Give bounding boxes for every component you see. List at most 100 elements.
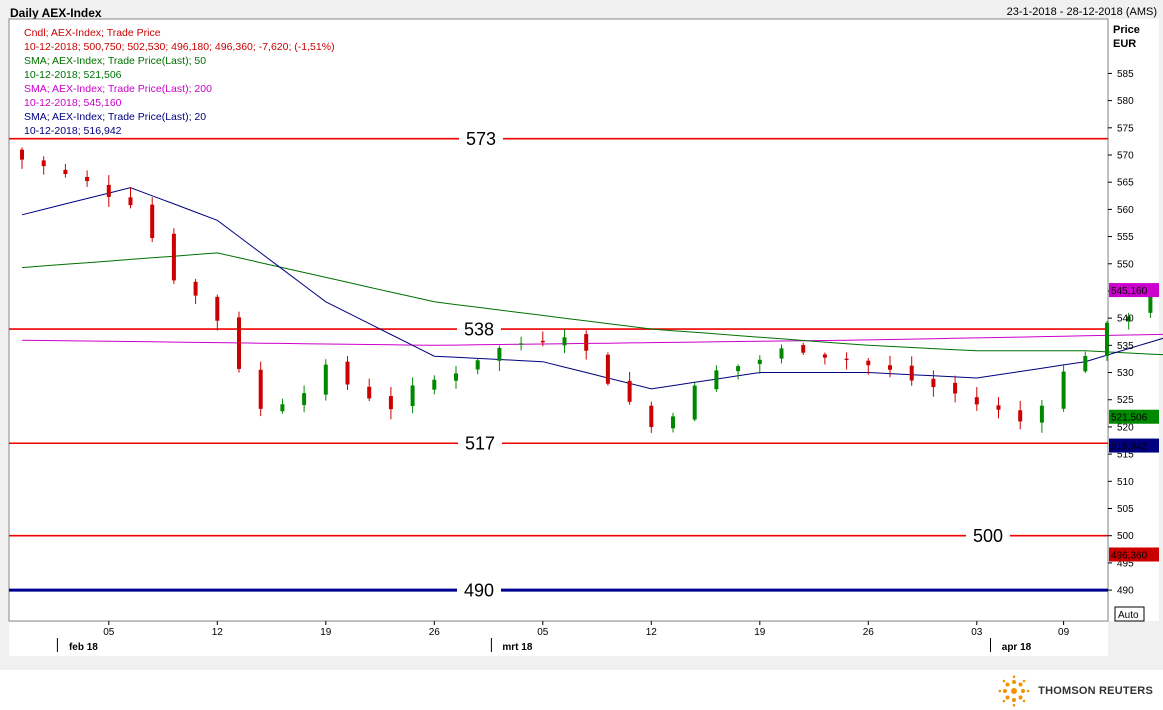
candle-body	[627, 380, 632, 402]
y-tick-label: 555	[1117, 232, 1134, 243]
x-tick-label: 05	[103, 627, 115, 638]
candle-body	[193, 281, 198, 296]
candle-body	[1061, 371, 1066, 409]
last-value-tag	[1109, 409, 1159, 424]
y-tick-label: 515	[1117, 450, 1134, 461]
candle-body	[844, 358, 849, 360]
candle-body	[280, 404, 285, 412]
sma50-line	[21, 252, 1163, 356]
level-label-bg	[966, 524, 1010, 547]
reuters-logo-icon	[998, 675, 1030, 707]
auto-button-label: Auto	[1118, 610, 1139, 621]
candle-body	[822, 354, 827, 358]
x-tick-label: 12	[212, 627, 224, 638]
sma20-line	[21, 187, 1163, 390]
candle-body	[345, 361, 350, 385]
y-tick-label: 580	[1117, 96, 1134, 107]
price-axis-title: Price	[1113, 24, 1140, 36]
legend-line: SMA; AEX-Index; Trade Price(Last); 50	[24, 55, 207, 67]
candle-body	[649, 405, 654, 428]
x-tick-label: 12	[646, 627, 658, 638]
candle-body	[150, 204, 155, 238]
x-tick-label: 26	[429, 627, 441, 638]
y-tick-label: 530	[1117, 368, 1134, 379]
date-range: 23-1-2018 - 28-12-2018 (AMS)	[1006, 6, 1157, 18]
candle-body	[888, 365, 892, 370]
month-label: mrt 18	[502, 642, 532, 653]
legend-line: Cndl; AEX-Index; Trade Price	[24, 27, 161, 39]
candle-body	[432, 379, 437, 390]
x-tick-label: 26	[863, 627, 875, 638]
x-tick-label: 09	[1058, 627, 1070, 638]
candle-body	[996, 405, 1001, 410]
legend-line: SMA; AEX-Index; Trade Price(Last); 20	[24, 111, 207, 123]
candle-body	[258, 369, 263, 409]
candle-body	[215, 296, 220, 321]
y-tick-label: 490	[1117, 586, 1134, 597]
candle-body	[801, 345, 806, 353]
level-label-bg	[457, 318, 501, 341]
level-label: 573	[466, 129, 496, 149]
y-tick-label: 575	[1117, 123, 1134, 134]
candle-body	[323, 364, 328, 395]
chart-title: Daily AEX-Index	[10, 6, 102, 20]
candle-body	[909, 365, 914, 381]
candle-body	[454, 373, 458, 381]
y-tick-label: 570	[1117, 150, 1134, 161]
candle-body	[540, 340, 545, 343]
candle-body	[692, 385, 697, 420]
y-tick-label: 540	[1117, 314, 1134, 325]
candle-body	[866, 360, 871, 366]
plot-area	[8, 18, 1109, 622]
x-tick-label: 19	[754, 627, 766, 638]
price-chart[interactable]: 573 538 517 500 490 490 495 500 505 510 515 520 525…	[0, 0, 1163, 670]
candle-body	[237, 317, 241, 369]
sma200-line	[21, 333, 1163, 346]
candle-body	[1105, 322, 1109, 356]
candle-body	[128, 197, 133, 206]
level-label-bg	[459, 127, 503, 150]
candle-body	[931, 378, 936, 388]
candle-body	[475, 360, 480, 370]
y-tick-label: 495	[1117, 558, 1134, 569]
candle-body	[1018, 410, 1023, 422]
candle-body	[106, 184, 111, 197]
candle-body	[1148, 294, 1153, 313]
candle-body	[1126, 316, 1131, 322]
auto-button[interactable]	[1114, 606, 1145, 622]
candle-body	[584, 334, 589, 351]
candle-body	[63, 169, 68, 175]
candle-body	[953, 382, 958, 394]
candle-body	[388, 396, 393, 410]
last-value-tag	[1109, 438, 1159, 453]
y-tick-label: 525	[1117, 395, 1134, 406]
last-value-tag	[1109, 547, 1159, 562]
currency-label: EUR	[1113, 38, 1136, 50]
candle-body	[562, 337, 567, 346]
last-value-label: 545,160	[1111, 286, 1148, 297]
legend-line: 10-12-2018; 521,506	[24, 69, 122, 81]
candle-body	[85, 176, 90, 182]
month-label: apr 18	[1002, 642, 1032, 653]
price-axis-panel	[1109, 19, 1159, 621]
date-axis-panel	[9, 622, 1108, 656]
last-value-label: 496,360	[1111, 550, 1148, 561]
level-label: 490	[464, 581, 494, 601]
candle-body	[171, 233, 176, 281]
thomson-reuters-logo: THOMSON REUTERS	[998, 675, 1153, 707]
candle-body	[736, 366, 741, 372]
y-tick-label: 510	[1117, 477, 1134, 488]
candle-body	[367, 386, 372, 399]
level-label: 500	[973, 526, 1003, 546]
level-label: 517	[465, 434, 495, 454]
candle-body	[20, 149, 24, 160]
candle-body	[757, 359, 762, 365]
brand-name: THOMSON REUTERS	[1038, 685, 1153, 697]
candle-body	[1083, 356, 1088, 372]
legend: Cndl; AEX-Index; Trade Price 10-12-2018; …	[24, 26, 335, 138]
y-tick-label: 505	[1117, 504, 1134, 515]
candle-body	[1039, 405, 1044, 423]
candle-body	[974, 397, 979, 405]
last-value-label: 521,506	[1111, 413, 1148, 424]
candle-body	[519, 343, 524, 345]
